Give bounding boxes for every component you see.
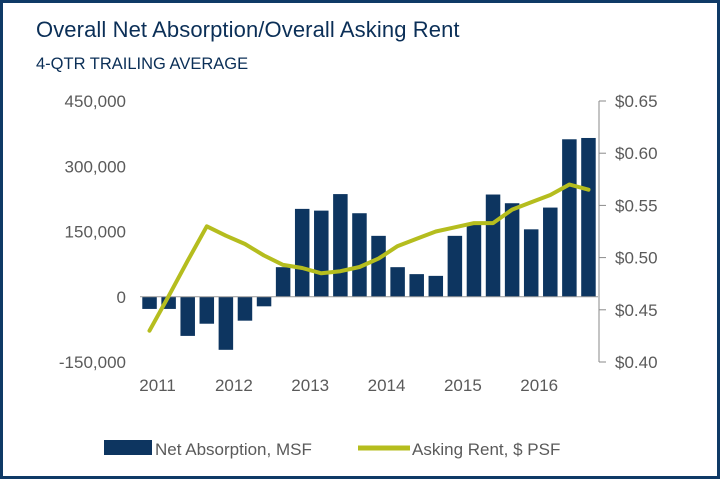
- left-tick-label: 450,000: [65, 92, 126, 111]
- absorption-bar: [352, 213, 367, 297]
- legend-bar-label: Net Absorption, MSF: [155, 440, 312, 459]
- absorption-bar: [199, 296, 215, 324]
- absorption-bar: [447, 235, 463, 297]
- right-tick-label: $0.60: [615, 144, 658, 163]
- right-tick-label: $0.50: [615, 249, 658, 268]
- absorption-bar: [428, 275, 444, 297]
- absorption-bar: [523, 229, 539, 297]
- legend: Net Absorption, MSF Asking Rent, $ PSF: [104, 440, 560, 459]
- x-tick-label: 2013: [291, 376, 329, 395]
- absorption-bar: [237, 296, 253, 321]
- left-axis: -150,000 0 150,000 300,000 450,000: [59, 92, 126, 372]
- chart-subtitle: 4-QTR TRAILING AVERAGE: [36, 55, 249, 73]
- asking-rent-line: [147, 182, 591, 333]
- legend-bar-swatch: [104, 440, 152, 455]
- absorption-bar: [294, 208, 310, 297]
- absorption-bar: [562, 139, 577, 297]
- x-axis-labels: 2011 2012 2013 2014 2015 2016: [139, 376, 558, 395]
- x-tick-label: 2014: [368, 376, 406, 395]
- absorption-bars: [142, 137, 596, 350]
- absorption-bar: [409, 274, 424, 297]
- left-tick-label: 0: [117, 288, 126, 307]
- legend-line-label: Asking Rent, $ PSF: [412, 440, 560, 459]
- right-tick-label: $0.40: [615, 353, 658, 372]
- absorption-bar: [333, 194, 348, 297]
- left-tick-label: -150,000: [59, 353, 126, 372]
- left-tick-label: 300,000: [65, 157, 126, 176]
- right-tick-label: $0.45: [615, 301, 658, 320]
- absorption-bar: [504, 203, 520, 297]
- absorption-bar: [218, 296, 234, 350]
- absorption-bar: [485, 194, 501, 297]
- absorption-bar: [256, 296, 272, 307]
- x-tick-label: 2011: [139, 376, 176, 395]
- x-tick-label: 2012: [215, 376, 253, 395]
- absorption-bar: [581, 137, 596, 297]
- absorption-bar: [314, 210, 329, 297]
- right-tick-label: $0.65: [615, 92, 658, 111]
- chart-title: Overall Net Absorption/Overall Asking Re…: [36, 17, 460, 42]
- absorption-bar: [466, 222, 482, 297]
- absorption-bar: [543, 207, 558, 297]
- right-axis: $0.40 $0.45 $0.50 $0.55 $0.60 $0.65: [598, 92, 658, 372]
- right-tick-label: $0.55: [615, 196, 658, 215]
- absorption-bar: [390, 267, 405, 297]
- absorption-bar: [142, 296, 157, 309]
- left-tick-label: 150,000: [65, 223, 126, 242]
- absorption-bar: [371, 235, 386, 297]
- absorption-bar: [180, 296, 195, 336]
- absorption-bar: [275, 267, 291, 297]
- x-tick-label: 2015: [444, 376, 482, 395]
- x-tick-label: 2016: [520, 376, 558, 395]
